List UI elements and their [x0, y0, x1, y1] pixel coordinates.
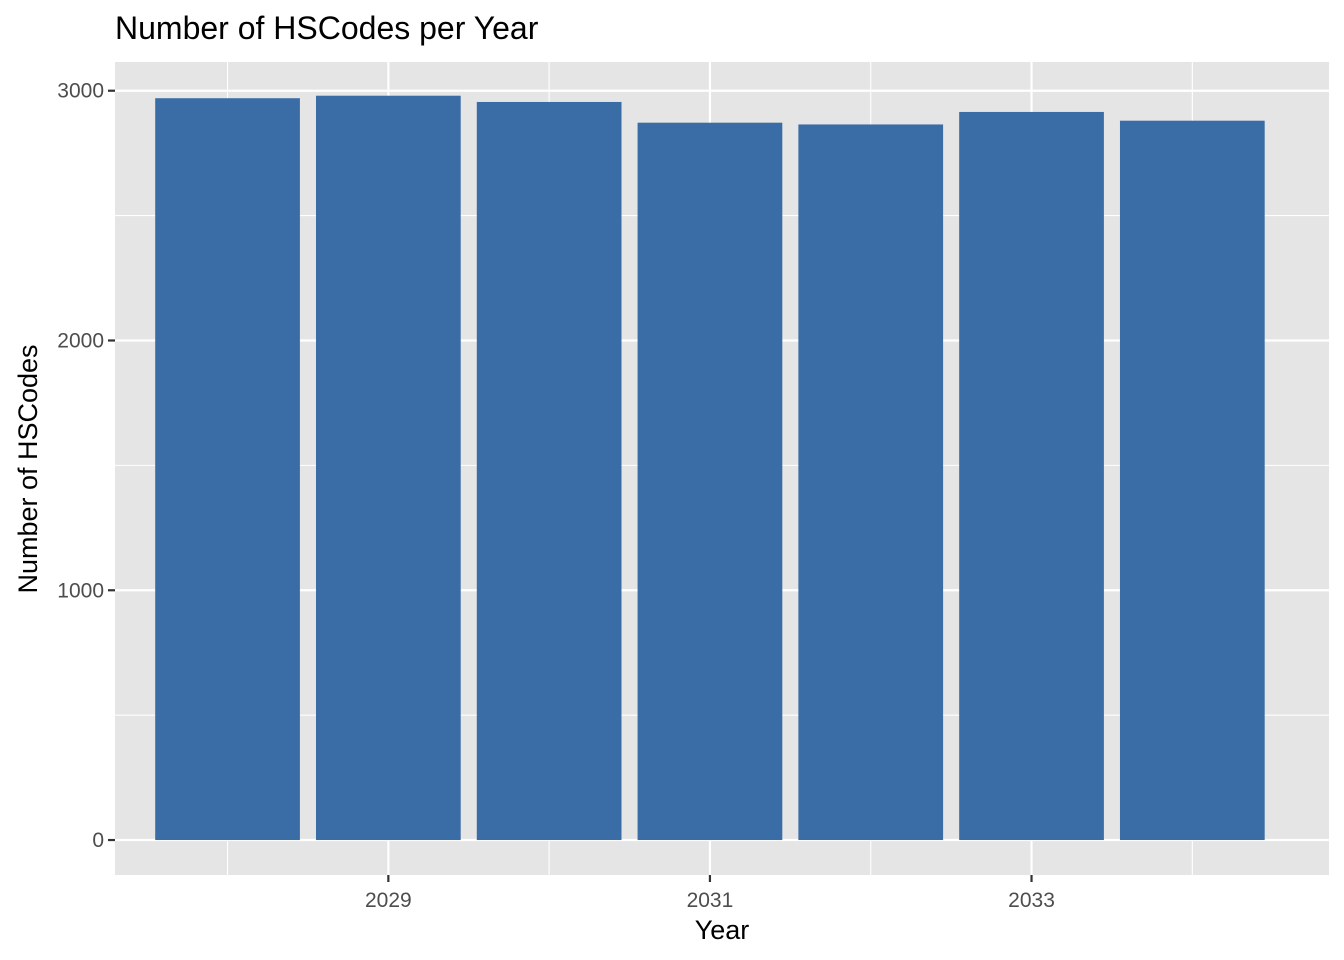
x-axis: 2029 2031 2033 — [365, 875, 1055, 912]
bar-2033 — [959, 111, 1104, 841]
y-axis: 0 1000 2000 3000 — [57, 80, 115, 852]
chart-title: Number of HSCodes per Year — [115, 10, 539, 46]
bar-2034 — [1119, 120, 1265, 841]
x-tick-label: 2029 — [365, 889, 412, 912]
bar-2032 — [798, 124, 944, 841]
bars — [155, 95, 1265, 841]
bar-2029 — [315, 95, 461, 841]
y-tick-label: 1000 — [57, 579, 104, 602]
y-axis-title: Number of HSCodes — [13, 344, 43, 593]
x-tick-label: 2031 — [687, 889, 734, 912]
y-tick-label: 0 — [92, 829, 104, 852]
y-tick-label: 3000 — [57, 80, 104, 103]
x-tick-label: 2033 — [1008, 889, 1055, 912]
bar-2028 — [155, 98, 300, 841]
x-axis-title: Year — [695, 915, 750, 945]
bar-2030 — [476, 101, 622, 841]
y-tick-label: 2000 — [57, 329, 104, 352]
bar-2031 — [637, 122, 783, 841]
